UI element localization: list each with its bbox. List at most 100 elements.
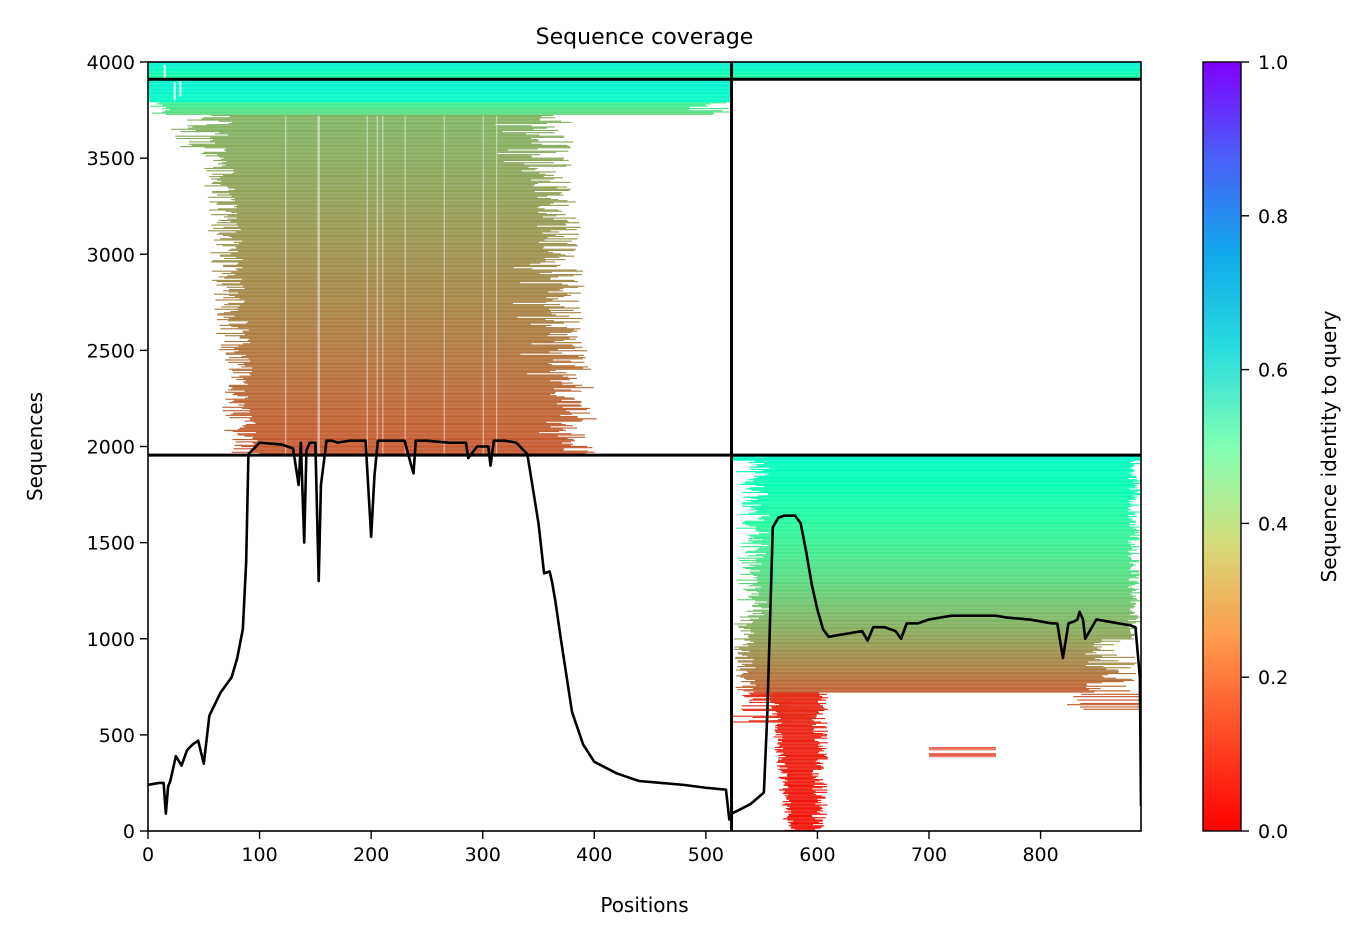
x-axis-ticks: 0 100 200 300 400 500 600 700 800 <box>142 831 1059 866</box>
chain1-alignment-row <box>218 120 561 122</box>
chain2-alignment-row <box>776 761 820 763</box>
chain2-alignment-row <box>747 540 1129 542</box>
chain2-alignment-row <box>778 776 816 778</box>
chain1-alignment-row <box>209 201 576 203</box>
y-tick-label: 2500 <box>87 340 135 362</box>
chain2-alignment-row <box>775 711 819 713</box>
chain1-alignment-row <box>242 343 532 345</box>
chain1-alignment-row <box>244 300 579 302</box>
chain1-alignment-row <box>156 103 712 105</box>
chain1-alignment-row <box>248 358 584 360</box>
chain2-alignment-row <box>770 467 1131 469</box>
chain1-alignment-row <box>210 114 554 117</box>
chain1-alignment-row <box>148 92 732 95</box>
chain2-alignment-row <box>757 576 1137 578</box>
chain2-alignment-row <box>782 758 828 760</box>
chain1-alignment-row <box>232 172 540 174</box>
chain2-alignment-row <box>793 820 823 822</box>
chain1-alignment-row <box>148 89 732 91</box>
chain2-alignment-row <box>760 504 1140 506</box>
chain2-alignment-row <box>744 520 1136 522</box>
chain1-alignment-row <box>227 215 557 217</box>
chain2-alignment-row <box>771 706 824 708</box>
chain1-alignment-row <box>223 316 518 318</box>
chain2-alignment-row <box>731 457 1141 459</box>
chain1-alignment-row <box>228 289 560 291</box>
chain1-alignment-row <box>208 230 551 232</box>
chain2-alignment-row <box>752 698 789 700</box>
paired-alignment-row <box>148 74 1141 76</box>
gap-stripe <box>318 115 320 456</box>
chain1-alignment-row <box>234 197 551 200</box>
chain1-alignment-row <box>201 152 498 155</box>
chain1-alignment-row <box>252 367 584 369</box>
chain2-alignment-row <box>787 819 823 821</box>
chain1-alignment-row <box>241 278 551 280</box>
chain2-alignment-row <box>777 765 821 767</box>
chain1-alignment-row <box>242 407 590 410</box>
chain2-alignment-row <box>929 749 996 751</box>
chain1-alignment-row <box>148 86 732 88</box>
chain1-alignment-row <box>216 233 579 235</box>
gap-stripe <box>366 115 368 456</box>
chain2-alignment-row <box>750 631 1131 633</box>
chain2-alignment-row <box>748 461 1131 464</box>
chain1-alignment-row <box>229 417 578 419</box>
chain2-alignment-row <box>752 604 1134 607</box>
x-tick-label: 500 <box>688 844 724 866</box>
gap-stripe <box>179 81 182 97</box>
chain1-alignment-row <box>225 398 575 400</box>
chain2-alignment-row <box>784 782 824 784</box>
chain2-alignment-row <box>780 777 814 780</box>
chain2-alignment-row <box>746 550 1128 552</box>
chain2-alignment-row <box>736 579 1129 581</box>
chain1-alignment-row <box>217 163 525 165</box>
chain1-alignment-row <box>244 435 558 437</box>
chain1-alignment-row <box>218 276 559 278</box>
chain2-alignment-row <box>782 792 814 795</box>
chain1-alignment-row <box>244 390 582 392</box>
chain1-alignment-row <box>222 264 561 266</box>
chain1-alignment-row <box>228 385 576 388</box>
chain1-alignment-row <box>216 244 577 246</box>
chain1-alignment-row <box>203 117 556 119</box>
paired-alignment-row <box>148 73 1141 75</box>
chain2-alignment-row <box>785 797 826 799</box>
chain1-alignment-row <box>230 248 576 250</box>
chain1-alignment-row <box>228 357 586 359</box>
chain2-alignment-row <box>747 671 1119 673</box>
coverage-heatmap <box>148 62 1141 831</box>
chain2-alignment-row <box>779 721 821 723</box>
chain2-alignment-row <box>746 589 1136 592</box>
chain2-alignment-row <box>755 554 1132 556</box>
chain2-alignment-row <box>784 779 824 781</box>
chain1-alignment-row <box>236 212 547 215</box>
block-dividers <box>148 62 1141 831</box>
chain1-alignment-row <box>230 253 561 255</box>
chain1-alignment-row <box>251 370 550 373</box>
chain1-alignment-row <box>234 295 565 298</box>
chain1-alignment-row <box>234 392 555 395</box>
chain2-alignment-row <box>791 812 821 814</box>
chain1-alignment-row <box>248 321 580 323</box>
chain1-alignment-row <box>221 306 565 308</box>
x-tick-label: 0 <box>142 844 154 866</box>
chain2-alignment-row <box>740 619 1129 622</box>
chain1-alignment-row <box>222 234 556 236</box>
chain2-alignment-row <box>758 592 1141 594</box>
chain2-alignment-row <box>784 790 816 792</box>
chain2-alignment-row <box>786 774 813 776</box>
chain2-alignment-row <box>748 512 1135 514</box>
chain1-alignment-row <box>244 334 568 336</box>
chain2-alignment-row <box>751 501 1133 503</box>
chain1-alignment-row <box>243 377 577 380</box>
chain2-alignment-row <box>786 775 819 777</box>
chain2-alignment-row <box>761 516 1138 518</box>
chain1-alignment-row <box>210 140 539 142</box>
chain1-alignment-row <box>227 134 540 136</box>
chain2-alignment-row <box>780 769 813 772</box>
chain1-alignment-row <box>231 211 539 213</box>
chain2-alignment-row <box>775 731 814 733</box>
chain2-alignment-row <box>741 708 808 710</box>
chain2-alignment-row <box>929 754 996 755</box>
